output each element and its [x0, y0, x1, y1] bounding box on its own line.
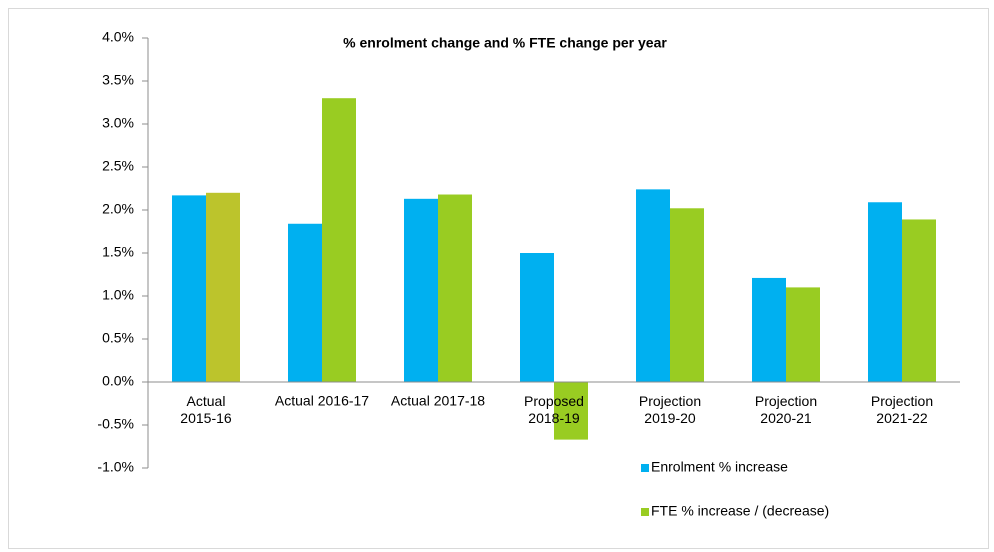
y-tick-label: 0.5%: [102, 330, 134, 346]
y-tick-label: 1.0%: [102, 287, 134, 303]
x-tick-label: Proposed 2018-19: [524, 393, 584, 426]
label-line: 2020-21: [760, 410, 812, 426]
bar: [752, 277, 786, 382]
bar: [868, 202, 902, 382]
y-tick-label: 2.5%: [102, 158, 134, 174]
bar: [902, 219, 936, 382]
bar: [670, 208, 704, 382]
y-tick-label: 0.0%: [102, 373, 134, 389]
bar: [636, 189, 670, 382]
y-tick-label: -1.0%: [97, 459, 134, 475]
x-tick-label: Actual 2017-18: [391, 393, 485, 409]
x-tick-label: Actual 2015-16: [180, 393, 232, 426]
x-tick-label: Actual 2016-17: [275, 393, 369, 409]
legend-label: FTE % increase / (decrease): [651, 503, 829, 519]
bar: [520, 253, 554, 382]
x-tick-label: Projection 2019-20: [639, 393, 701, 426]
bar: [172, 195, 206, 382]
bar: [554, 382, 588, 440]
chart-border: [8, 8, 989, 549]
bar: [322, 98, 356, 382]
bar: [206, 192, 240, 382]
label-line: 2018-19: [528, 410, 580, 426]
y-tick-label: -0.5%: [97, 416, 134, 432]
bar: [786, 287, 820, 382]
label-line: Proposed: [524, 393, 584, 409]
legend-label: Enrolment % increase: [651, 459, 788, 475]
bar: [404, 198, 438, 382]
bar: [438, 194, 472, 382]
x-tick-label: Projection 2020-21: [755, 393, 817, 426]
label-line: 2021-22: [876, 410, 928, 426]
legend-swatch: [641, 464, 649, 472]
chart-title: % enrolment change and % FTE change per …: [343, 35, 667, 51]
y-tick-label: 1.5%: [102, 244, 134, 260]
x-tick-label: Projection 2021-22: [871, 393, 933, 426]
y-tick-label: 3.5%: [102, 72, 134, 88]
y-tick-label: 3.0%: [102, 115, 134, 131]
y-tick-label: 2.0%: [102, 201, 134, 217]
legend-swatch: [641, 508, 649, 516]
label-line: Projection: [871, 393, 933, 409]
bar: [288, 223, 322, 382]
label-line: Projection: [639, 393, 701, 409]
label-line: Projection: [755, 393, 817, 409]
label-line: Actual: [187, 393, 226, 409]
y-tick-label: 4.0%: [102, 29, 134, 45]
label-line: 2015-16: [180, 410, 232, 426]
label-line: 2019-20: [644, 410, 696, 426]
